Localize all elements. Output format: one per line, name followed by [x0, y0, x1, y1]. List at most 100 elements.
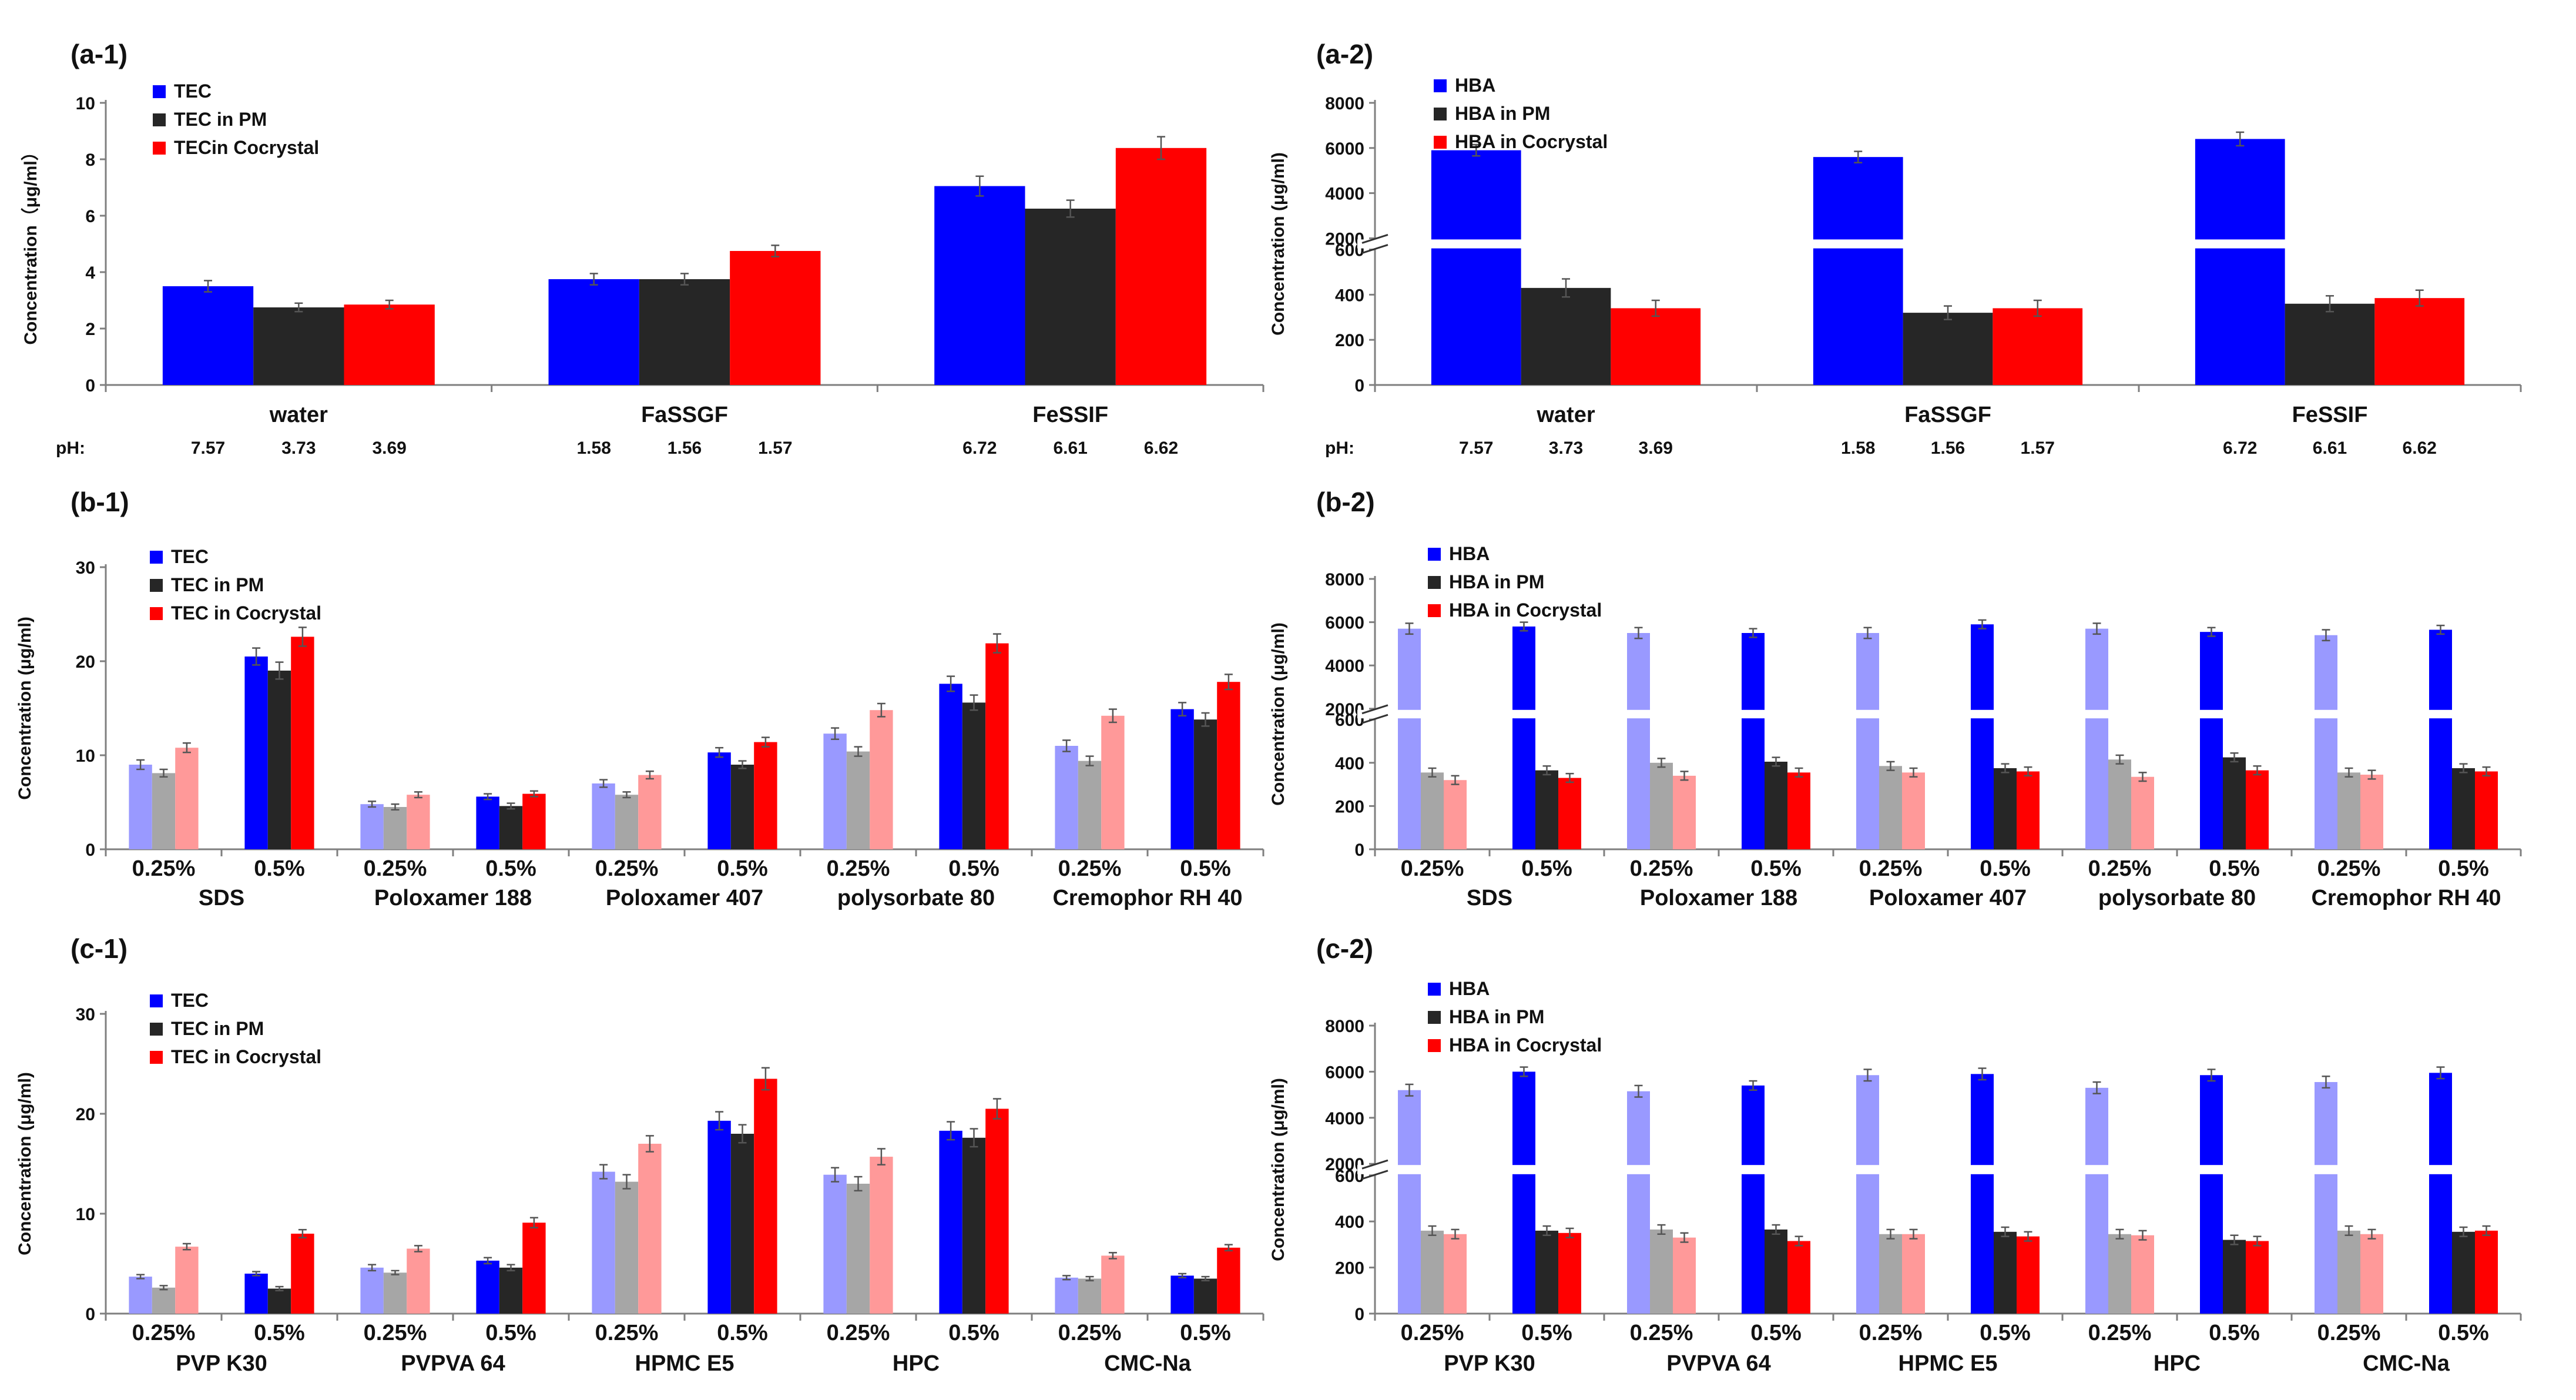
x-category-label: FeSSIF: [2292, 403, 2368, 427]
legend-label: TEC in Cocrystal: [171, 1046, 321, 1067]
y-tick-label: 2: [85, 320, 95, 339]
bar: [754, 742, 777, 849]
ph-value: 7.57: [191, 438, 225, 458]
axis-break-gap: [1357, 1165, 2521, 1174]
bar: [2360, 775, 2383, 849]
y-tick-label: 4: [85, 263, 95, 283]
bar: [2017, 771, 2040, 849]
legend-label: TEC in Cocrystal: [171, 602, 321, 624]
bar: [1765, 761, 1787, 849]
bar: [846, 751, 870, 849]
bar: [383, 1272, 407, 1314]
legend-swatch: [150, 607, 163, 620]
x-subcategory-label: 0.25%: [1058, 856, 1122, 881]
bar: [1217, 682, 1240, 849]
bar: [870, 710, 893, 849]
y-tick-label: 8000: [1325, 570, 1364, 590]
x-subcategory-label: 0.25%: [2088, 1321, 2152, 1345]
bar: [846, 1184, 870, 1314]
bar: [291, 637, 314, 849]
bar: [476, 796, 499, 849]
axis-break-mark: [1361, 1170, 1388, 1180]
legend-label: HBA in PM: [1449, 1006, 1544, 1027]
axis-break-mark: [1361, 1159, 1388, 1170]
bar: [1994, 1231, 2017, 1314]
legend-swatch: [150, 1023, 163, 1036]
bar: [1856, 1075, 1879, 1314]
bar: [344, 304, 435, 385]
x-category-label: water: [269, 403, 328, 427]
bar: [985, 1108, 1009, 1314]
legend-label: TEC in PM: [174, 109, 267, 130]
x-subcategory-label: 0.5%: [2209, 856, 2260, 881]
panel-label: (b-1): [71, 487, 129, 517]
ph-value: 1.58: [576, 438, 611, 458]
y-tick-label: 4000: [1325, 657, 1364, 676]
bar: [1558, 1232, 1581, 1314]
x-subcategory-label: 0.25%: [595, 1321, 659, 1345]
legend-swatch: [1428, 983, 1441, 996]
x-subcategory-label: 0.25%: [595, 856, 659, 881]
bar: [823, 734, 847, 849]
bar: [1971, 624, 1994, 849]
x-subcategory-label: 0.25%: [1058, 1321, 1122, 1345]
x-subcategory-label: 0.5%: [1180, 856, 1231, 881]
bar: [1444, 780, 1467, 849]
ph-value: 6.62: [2403, 438, 2437, 458]
bar: [1535, 770, 1558, 849]
bar: [1055, 1277, 1078, 1314]
x-group-label: SDS: [1467, 886, 1512, 910]
x-group-label: HPC: [2154, 1351, 2201, 1376]
legend-label: HBA in Cocrystal: [1449, 1034, 1602, 1056]
x-subcategory-label: 0.25%: [1401, 856, 1464, 881]
y-tick-label: 8000: [1325, 94, 1364, 113]
bar: [615, 1181, 639, 1314]
bar: [1193, 719, 1217, 849]
x-subcategory-label: 0.25%: [827, 856, 890, 881]
legend-swatch: [150, 551, 163, 564]
panel-label: (a-2): [1316, 39, 1373, 69]
bar: [1650, 762, 1673, 849]
bar: [267, 1288, 291, 1314]
bar: [1627, 1091, 1650, 1314]
bar: [823, 1174, 847, 1314]
y-tick-label: 200: [1335, 1259, 1364, 1278]
y-axis-title: Concentration (μg/ml): [15, 1072, 35, 1255]
bar: [2452, 768, 2475, 849]
legend-label: HBA in Cocrystal: [1449, 599, 1602, 621]
ph-value: 3.73: [281, 438, 316, 458]
bar: [2195, 139, 2285, 385]
x-category-label: FaSSGF: [1904, 403, 1991, 427]
bar: [592, 1171, 615, 1314]
legend-swatch: [1428, 1039, 1441, 1052]
bar: [1650, 1229, 1673, 1314]
bar: [638, 775, 662, 849]
bar: [1787, 1241, 1810, 1314]
x-subcategory-label: 0.5%: [2438, 856, 2489, 881]
panel-c-1: (c-1) 0 10 20 30 Concentration (μg/ml) 0.25% 0.…: [15, 933, 1264, 1376]
bar: [730, 765, 754, 849]
legend-label: HBA in Cocrystal: [1455, 131, 1608, 152]
x-group-label: polysorbate 80: [2098, 886, 2256, 910]
bar: [1902, 772, 1925, 849]
x-subcategory-label: 0.5%: [1521, 1321, 1572, 1345]
bar: [2246, 770, 2269, 849]
legend-swatch: [150, 1051, 163, 1064]
x-subcategory-label: 0.5%: [2438, 1321, 2489, 1345]
x-subcategory-label: 0.25%: [2317, 1321, 2381, 1345]
bar: [1078, 1278, 1102, 1314]
bar: [707, 1120, 731, 1314]
x-subcategory-label: 0.25%: [1630, 1321, 1693, 1345]
bar: [548, 279, 639, 385]
bar: [407, 1248, 430, 1314]
ph-value: 1.57: [758, 438, 792, 458]
bar: [1512, 1071, 1535, 1314]
legend-swatch: [150, 994, 163, 1007]
bar: [1611, 308, 1701, 385]
bar: [1813, 157, 1903, 385]
bar: [1535, 1230, 1558, 1314]
y-tick-label: 20: [76, 1105, 95, 1124]
y-tick-label: 6000: [1325, 1063, 1364, 1082]
legend-swatch: [153, 113, 166, 126]
